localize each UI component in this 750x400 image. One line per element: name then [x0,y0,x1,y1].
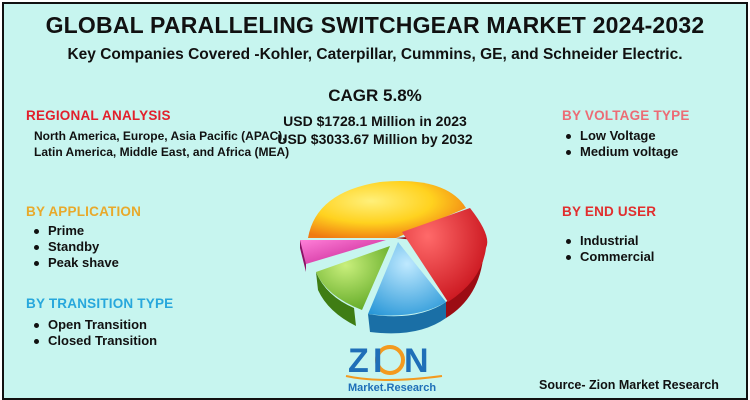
pie-illustration [300,181,488,334]
list-item: Closed Transition [32,333,157,349]
end-user-list: Industrial Commercial [564,233,654,265]
zion-logo: Z N I Market.Research [342,338,452,398]
svg-text:N: N [404,342,429,380]
page-title: GLOBAL PARALLELING SWITCHGEAR MARKET 202… [45,12,705,38]
list-item: Low Voltage [564,128,678,144]
list-item: Peak shave [32,255,119,271]
svg-text:I: I [373,342,382,380]
pie-side-green [316,272,356,326]
regional-analysis-text: North America, Europe, Asia Pacific (APA… [34,129,290,159]
pie-slice-red [402,208,488,302]
zion-logo-mark: Z N I [345,342,443,381]
key-companies-subtitle: Key Companies Covered -Kohler, Caterpill… [67,46,683,63]
pie-slice-green [316,246,390,310]
list-item: Industrial [564,233,654,249]
pie-side-red [396,230,484,318]
cagr-value: CAGR 5.8% [328,86,422,105]
by-transition-type-title: BY TRANSITION TYPE [26,296,174,311]
by-end-user-title: BY END USER [562,204,657,219]
voltage-type-list: Low Voltage Medium voltage [564,128,678,160]
transition-type-list: Open Transition Closed Transition [32,317,157,349]
pie-slice-pink [300,240,386,264]
pie-slice-blue [368,242,446,316]
list-item: Standby [32,239,119,255]
list-item: Commercial [564,249,654,265]
by-application-title: BY APPLICATION [26,204,142,219]
source-note: Source- Zion Market Research [539,378,719,392]
market-value-2032: USD $3033.67 Million by 2032 [277,131,473,147]
logo-tagline: Market.Research [348,382,437,394]
market-value-2023: USD $1728.1 Million in 2023 [283,113,467,129]
application-list: Prime Standby Peak shave [32,223,119,271]
list-item: Open Transition [32,317,157,333]
pie-side-blue [368,302,446,334]
market-stats: CAGR 5.8% USD $1728.1 Million in 2023 US… [275,86,475,148]
list-item: Prime [32,223,119,239]
regional-analysis-title: REGIONAL ANALYSIS [26,108,171,123]
list-item: Medium voltage [564,144,678,160]
by-voltage-type-title: BY VOLTAGE TYPE [562,108,690,123]
svg-text:Z: Z [348,342,369,380]
